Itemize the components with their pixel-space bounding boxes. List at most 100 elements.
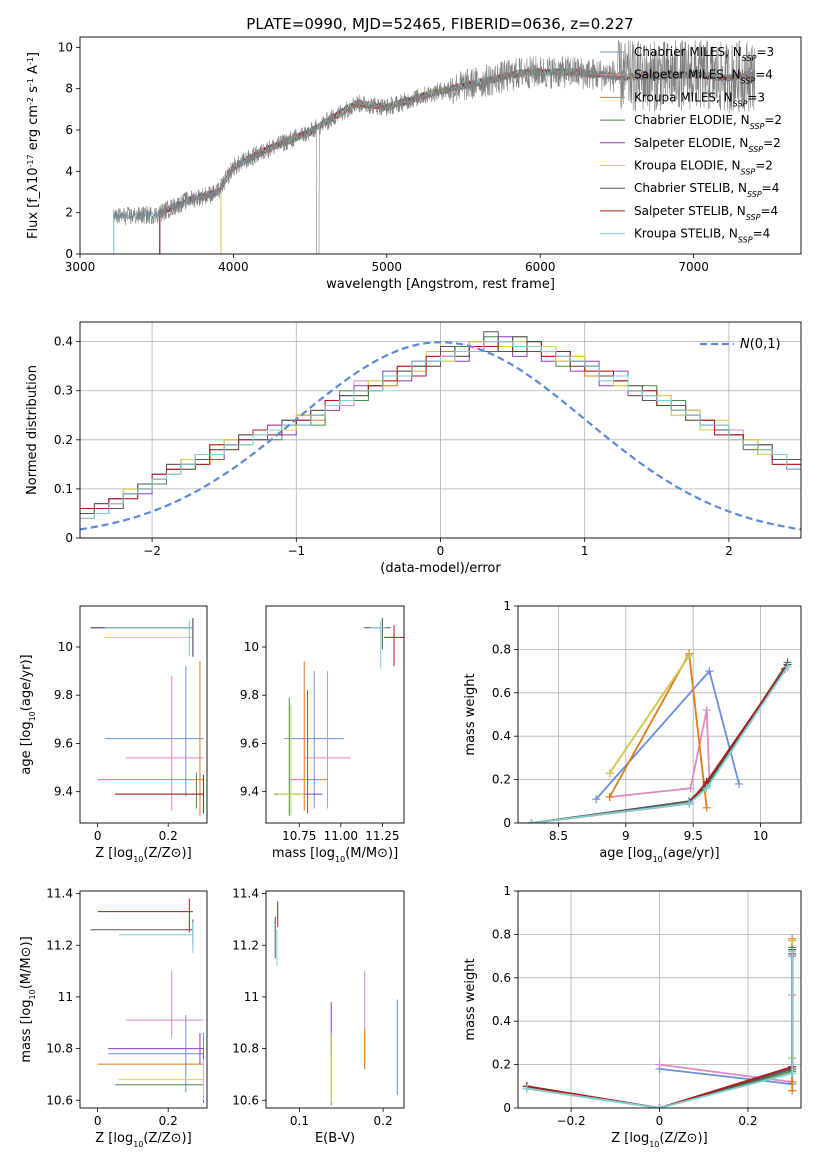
weight-marker-8 <box>522 1084 531 1093</box>
y-tick-label: 0 <box>503 1101 511 1115</box>
axes-frame <box>79 321 802 539</box>
x-tick-label: 0 <box>94 829 102 843</box>
label-part: log <box>19 721 34 741</box>
axes-frame <box>265 605 405 824</box>
weight-line-8 <box>526 951 794 1108</box>
weight-marker-8 <box>702 784 711 793</box>
label-part: -1 <box>26 78 35 86</box>
y-tick-label: 10.8 <box>46 1042 73 1056</box>
label-part: 10 <box>28 711 37 721</box>
weight-marker-1 <box>686 784 695 793</box>
x-tick-label: 10.75 <box>282 829 316 843</box>
label-part: mass [ <box>19 1019 34 1062</box>
x-tick-label: 2 <box>725 544 733 558</box>
label-part: SSP <box>733 99 748 108</box>
y-tick-label: 0.6 <box>492 971 511 985</box>
x-tick-label: 0.2 <box>374 1114 393 1128</box>
label-part: Z [ <box>611 1131 629 1146</box>
y-tick-label: 0.1 <box>54 482 73 496</box>
y-tick-label: 0.4 <box>492 729 511 743</box>
x-axis-label: Z [log10(Z/Z⊙)] <box>611 1131 707 1149</box>
chart-spectrum: 3000 4000 5000 6000 7000 0 2 4 6 8 10 wavelength [A… <box>26 36 802 292</box>
label-part: Chabrier ELODIE, N <box>634 113 750 127</box>
weight-line-1 <box>609 710 711 798</box>
y-tick-label: 0.2 <box>492 1058 511 1072</box>
x-tick-label: 10 <box>753 829 768 843</box>
x-axis-label: wavelength [Angstrom, rest frame] <box>326 277 555 292</box>
x-axis-label: Z [log10(Z/Z⊙)] <box>95 1131 191 1149</box>
y-axis-label: age [log10(age/yr)] <box>19 654 37 774</box>
x-tick-label: 1 <box>581 544 589 558</box>
label-part: Z [ <box>95 846 113 861</box>
y-tick-label: 11.4 <box>46 887 73 901</box>
label-part: SSP <box>747 190 762 199</box>
y-tick-label: 6 <box>65 123 73 137</box>
label-part: SSP <box>746 212 761 221</box>
label-part: 10 <box>28 989 37 999</box>
label-part: age [ <box>19 741 34 774</box>
label-part: Kroupa MILES, N <box>634 90 733 104</box>
weight-line-5 <box>608 655 690 774</box>
y-axis-label: mass weight <box>463 673 478 755</box>
x-axis-label: age [log10(age/yr)] <box>599 846 719 864</box>
y-tick-label: 10.8 <box>232 1042 259 1056</box>
label-part: SSP <box>741 76 756 85</box>
y-tick-label: 9.6 <box>54 736 73 750</box>
label-part: Flux [f_λ10 <box>26 167 41 239</box>
y-tick-label: 10.6 <box>232 1093 259 1107</box>
y-tick-label: 9.8 <box>54 688 73 702</box>
legend-entry-3: Chabrier ELODIE, NSSP=2 <box>634 113 782 131</box>
y-tick-label: 11 <box>244 990 259 1004</box>
label-part: log <box>113 1131 133 1146</box>
y-tick-label: 0.4 <box>492 1014 511 1028</box>
label-part: log <box>315 846 335 861</box>
plot-area <box>527 649 792 823</box>
x-axis-label: (data-model)/error <box>380 561 501 576</box>
weight-marker-0 <box>705 667 714 676</box>
label-part: 10 <box>653 855 663 864</box>
label-part: Kroupa ELODIE, N <box>634 159 741 173</box>
x-axis-label: E(B-V) <box>315 1131 355 1146</box>
weight-marker-5 <box>685 651 694 660</box>
label-part: =4 <box>762 181 780 195</box>
weight-marker-2 <box>605 792 614 801</box>
label-part: (Z/Z⊙)] <box>659 1131 707 1146</box>
weight-line-8 <box>531 666 789 823</box>
y-tick-label: 11 <box>58 990 73 1004</box>
label-part: -2 <box>26 97 35 105</box>
label-part: =4 <box>760 204 778 218</box>
label-part: Z [ <box>95 1131 113 1146</box>
legend-entry-0: Chabrier MILES, NSSP=3 <box>634 45 774 63</box>
label-part: (Z/Z⊙)] <box>143 1131 191 1146</box>
y-tick-label: 0.2 <box>54 433 73 447</box>
legend-entry-normal: N(0,1) <box>740 337 781 352</box>
x-tick-label: 11.00 <box>324 829 358 843</box>
y-axis-label: mass weight <box>463 958 478 1040</box>
label-part: =4 <box>755 68 773 82</box>
label-part: 10 <box>335 855 345 864</box>
label-part: log <box>19 999 34 1019</box>
label-part: ] <box>26 52 41 57</box>
weight-line-6 <box>531 664 789 823</box>
weight-marker-2 <box>788 1086 797 1095</box>
y-tick-label: 10.6 <box>46 1093 73 1107</box>
label-part: SSP <box>742 54 757 63</box>
x-tick-label: 0 <box>94 1114 102 1128</box>
y-tick-label: 1 <box>503 884 511 898</box>
weight-marker-8 <box>788 1069 797 1078</box>
hist-line-8 <box>80 341 801 519</box>
weight-line-7 <box>531 668 786 823</box>
weight-marker-8 <box>783 662 792 671</box>
label-part: SSP <box>741 167 756 176</box>
plot-area <box>90 898 204 1103</box>
x-tick-label: 0 <box>656 1114 664 1128</box>
x-axis-label: mass [log10(M/M⊙)] <box>272 846 398 864</box>
label-part: (M/M⊙)] <box>19 936 34 989</box>
label-part: mass [ <box>272 846 315 861</box>
weight-marker-8 <box>655 1104 664 1108</box>
legend-entry-4: Salpeter ELODIE, NSSP=2 <box>634 136 781 154</box>
label-part: (Z/Z⊙)] <box>143 846 191 861</box>
label-part: Salpeter STELIB, N <box>634 204 746 218</box>
